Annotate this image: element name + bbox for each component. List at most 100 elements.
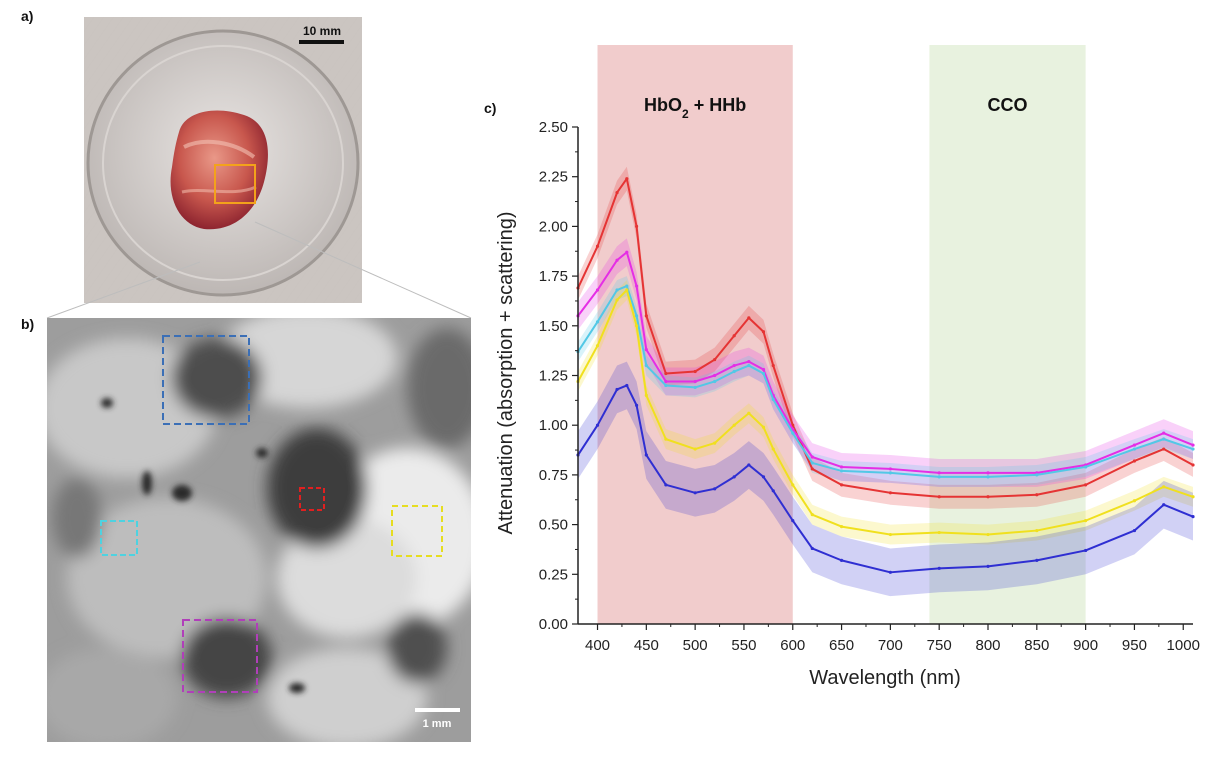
y-tick-label-10: 2.50 — [539, 119, 568, 136]
data-point-1-11 — [761, 367, 766, 372]
data-point-1-23 — [1191, 443, 1195, 447]
data-point-0-5 — [644, 314, 648, 318]
data-point-1-5 — [644, 348, 648, 352]
region-label-1: CCO — [988, 95, 1028, 115]
data-point-0-17 — [937, 495, 941, 499]
data-point-4-10 — [747, 463, 751, 467]
y-tick-label-5: 1.25 — [539, 368, 568, 385]
roi-blue — [162, 335, 250, 425]
y-tick-label-0: 0.00 — [539, 616, 568, 633]
data-point-1-9 — [732, 363, 736, 368]
data-point-0-21 — [1132, 459, 1137, 463]
data-point-0-15 — [839, 483, 844, 487]
data-point-0-11 — [761, 330, 766, 334]
data-point-2-19 — [1035, 473, 1039, 477]
data-point-3-3 — [625, 288, 629, 292]
data-point-3-2 — [615, 298, 619, 302]
data-point-2-5 — [644, 363, 648, 368]
data-point-4-7 — [693, 491, 697, 495]
data-point-4-11 — [761, 475, 766, 479]
x-tick-label-4: 600 — [780, 637, 805, 654]
data-point-2-14 — [810, 461, 814, 465]
region-labels: HbO2 + HHb CCO — [644, 95, 1027, 121]
attenuation-chart: 400 450 500 550 600 650 700 750 800 850 900 950 1000… — [495, 45, 1200, 689]
data-point-4-22 — [1162, 503, 1166, 507]
x-tick-label-1: 450 — [634, 637, 659, 654]
panel-c-label: c) — [484, 100, 497, 116]
y-axis-label: Attenuation (absorption + scattering) — [495, 212, 517, 535]
data-point-2-9 — [732, 369, 736, 374]
data-point-4-12 — [771, 489, 775, 493]
data-point-2-21 — [1132, 447, 1137, 451]
series-line-3 — [577, 289, 1194, 536]
data-point-0-6 — [664, 371, 668, 376]
y-tick-label-3: 0.75 — [539, 467, 568, 484]
data-point-3-1 — [595, 344, 600, 348]
series-line-4 — [577, 384, 1194, 574]
error-band-4 — [578, 361, 1193, 597]
y-tick-label-4: 1.00 — [539, 417, 568, 434]
data-point-1-21 — [1132, 443, 1137, 447]
data-point-0-8 — [713, 357, 717, 362]
roi-cyan — [100, 520, 138, 556]
data-point-4-2 — [615, 387, 619, 392]
data-point-4-16 — [888, 570, 892, 574]
data-point-2-12 — [771, 397, 775, 401]
data-point-3-6 — [664, 437, 668, 441]
tick-labels: 400 450 500 550 600 650 700 750 800 850 900 950 1000… — [539, 119, 1200, 654]
y-tick-label-8: 2.00 — [539, 218, 568, 235]
data-point-0-20 — [1084, 483, 1088, 487]
data-point-3-17 — [937, 530, 941, 535]
roi-yellow — [391, 505, 443, 557]
data-point-0-23 — [1191, 463, 1195, 467]
data-point-4-13 — [791, 519, 795, 523]
data-point-2-3 — [625, 284, 629, 288]
shaded-region-0 — [597, 45, 793, 624]
series-line-1 — [577, 251, 1194, 474]
region-label-0: HbO2 + HHb — [644, 95, 746, 121]
data-point-1-6 — [664, 379, 668, 384]
data-point-4-15 — [839, 558, 844, 562]
data-point-4-4 — [634, 403, 639, 407]
error-band-2 — [578, 276, 1193, 487]
data-point-2-22 — [1162, 437, 1166, 441]
x-tick-label-3: 550 — [731, 637, 756, 654]
data-point-0-14 — [810, 467, 814, 471]
x-tick-label-12: 1000 — [1167, 637, 1200, 654]
data-point-3-8 — [713, 441, 717, 445]
microscopy-image: 1 mm — [47, 318, 471, 742]
data-point-2-8 — [713, 379, 717, 384]
data-point-2-1 — [595, 320, 600, 324]
x-tick-label-0: 400 — [585, 637, 610, 654]
data-point-2-16 — [888, 471, 892, 475]
data-point-1-18 — [986, 471, 990, 475]
data-point-2-11 — [761, 371, 766, 376]
data-point-2-4 — [634, 314, 639, 318]
data-point-4-20 — [1084, 548, 1088, 553]
x-tick-label-8: 800 — [975, 637, 1000, 654]
data-point-3-23 — [1191, 495, 1195, 499]
data-point-4-21 — [1132, 528, 1137, 533]
series-line-0 — [577, 177, 1194, 498]
data-point-1-17 — [937, 471, 941, 475]
data-point-1-8 — [713, 373, 717, 378]
data-point-0-12 — [771, 363, 775, 368]
y-tick-label-1: 0.25 — [539, 566, 568, 583]
data-point-3-7 — [693, 447, 697, 451]
data-point-3-18 — [986, 532, 990, 537]
data-point-0-19 — [1035, 493, 1039, 497]
data-point-0-1 — [595, 244, 600, 248]
y-tick-label-9: 2.25 — [539, 169, 568, 186]
data-point-3-13 — [791, 483, 795, 487]
data-point-4-14 — [810, 546, 814, 551]
data-point-1-3 — [625, 250, 629, 254]
x-tick-label-7: 750 — [927, 637, 952, 654]
data-point-4-23 — [1191, 515, 1195, 519]
data-point-3-5 — [644, 393, 648, 397]
data-point-0-7 — [693, 369, 697, 374]
data-point-3-4 — [634, 324, 639, 328]
data-point-4-19 — [1035, 558, 1039, 562]
y-tick-label-6: 1.50 — [539, 318, 568, 335]
data-point-0-2 — [615, 191, 619, 195]
roi-box — [214, 164, 256, 204]
